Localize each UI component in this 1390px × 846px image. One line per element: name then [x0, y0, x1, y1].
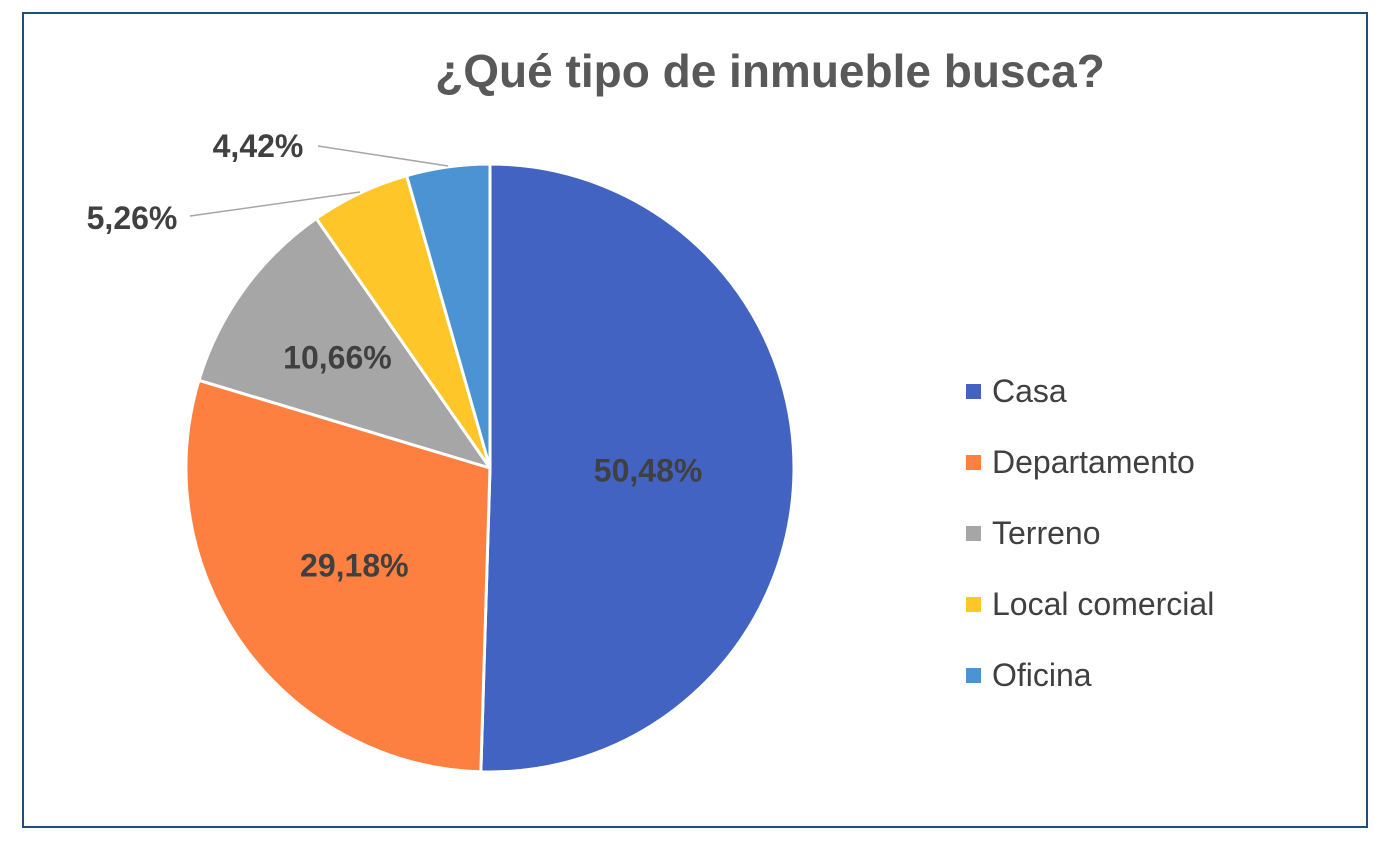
legend-item-terreno: Terreno: [966, 498, 1214, 569]
legend-label: Departamento: [992, 444, 1195, 480]
legend-swatch-oficina: [966, 668, 981, 683]
legend-item-casa: Casa: [966, 356, 1214, 427]
data-label-casa: 50,48%: [594, 452, 703, 488]
chart-title: ¿Qué tipo de inmueble busca?: [435, 45, 1105, 97]
pie-slice-oficina: [405, 162, 492, 470]
legend-label: Oficina: [992, 657, 1092, 693]
pie-slice-departamento: [184, 378, 492, 774]
legend-item-oficina: Oficina: [966, 640, 1214, 711]
legend-label: Terreno: [992, 515, 1101, 551]
leader-line-local-comercial: [189, 191, 361, 217]
legend-swatch-terreno: [966, 526, 981, 541]
data-label-departamento: 29,18%: [300, 548, 409, 584]
pie-slice-terreno: [197, 217, 492, 470]
legend-item-departamento: Departamento: [966, 427, 1214, 498]
legend-label: Casa: [992, 373, 1067, 409]
legend-item-local-comercial: Local comercial: [966, 569, 1214, 640]
legend-swatch-departamento: [966, 455, 981, 470]
legend: Casa Departamento Terreno Local comercial Of…: [966, 356, 1214, 711]
leader-line-oficina: [317, 145, 449, 167]
legend-swatch-casa: [966, 384, 981, 399]
data-label-local-comercial: 5,26%: [87, 200, 178, 236]
legend-swatch-local-comercial: [966, 597, 981, 612]
data-label-oficina: 4,42%: [213, 128, 304, 164]
pie-slice-casa: [479, 162, 796, 774]
data-label-terreno: 10,66%: [283, 339, 392, 375]
legend-label: Local comercial: [992, 586, 1215, 622]
